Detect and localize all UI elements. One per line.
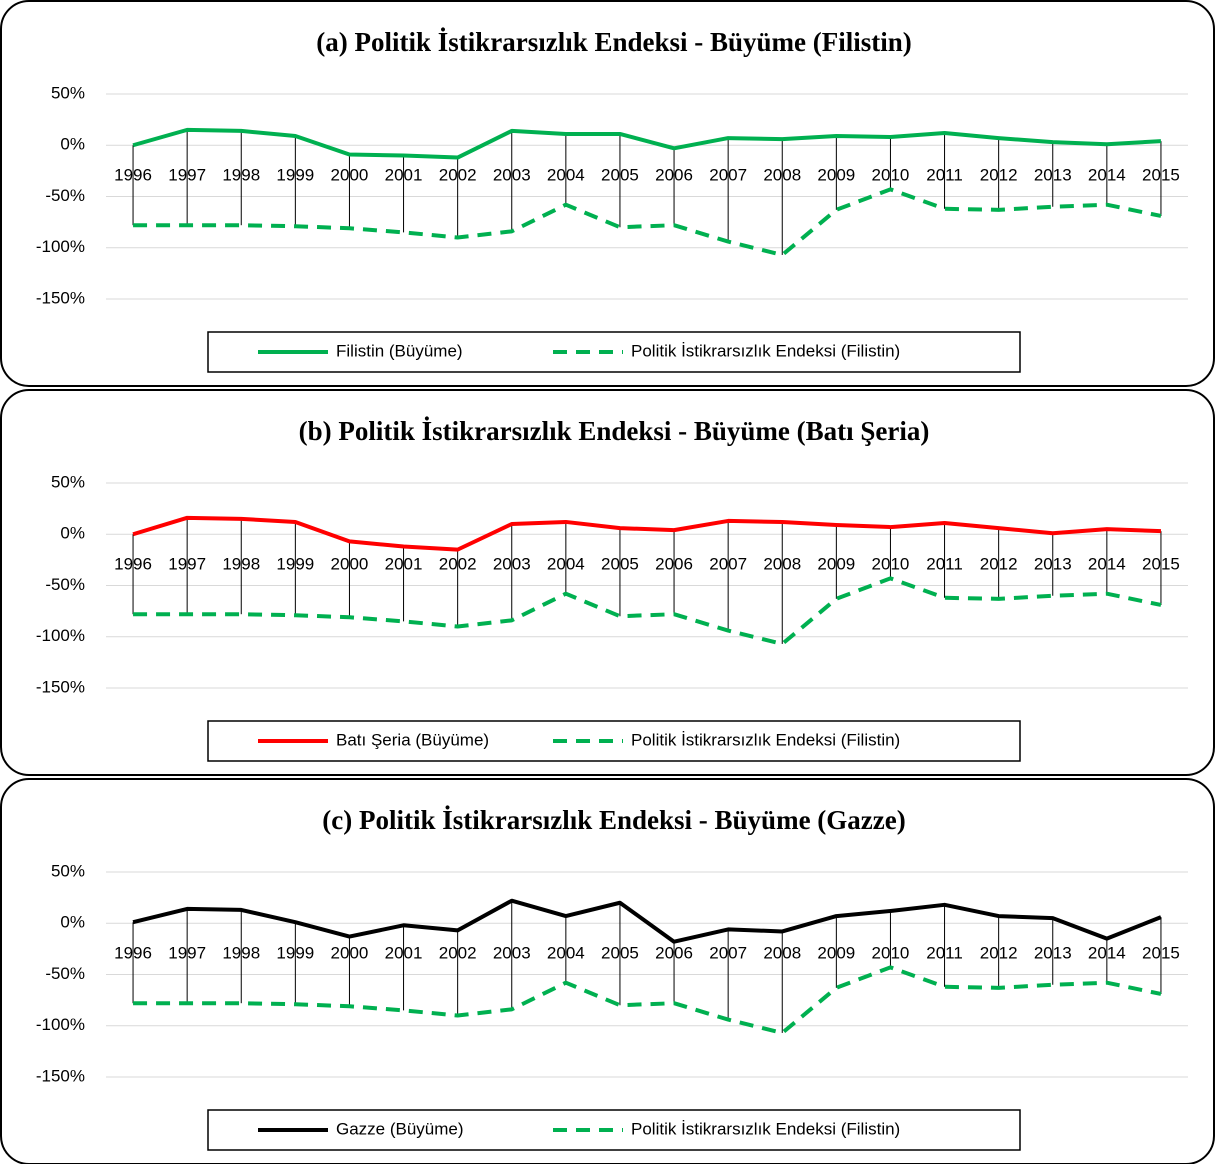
x-tick-label: 2003: [493, 944, 531, 963]
legend-label: Batı Şeria (Büyüme): [336, 730, 489, 749]
x-tick-label: 2005: [601, 944, 639, 963]
x-tick-label: 2004: [547, 555, 585, 574]
y-tick-label: -100%: [36, 237, 85, 256]
y-tick-label: -150%: [36, 1066, 85, 1085]
x-tick-label: 1998: [222, 166, 260, 185]
x-tick-label: 2011: [926, 555, 963, 574]
series-line: [133, 576, 1162, 646]
x-tick-label: 2014: [1088, 166, 1126, 185]
x-tick-label: 2007: [709, 555, 747, 574]
chart-title: (c) Politik İstikrarsızlık Endeksi - Büy…: [322, 805, 905, 835]
x-tick-label: 2002: [439, 555, 477, 574]
legend-box: [207, 720, 1021, 762]
x-tick-label: 2008: [763, 166, 801, 185]
x-tick-label: 1997: [168, 944, 206, 963]
x-tick-label: 1999: [276, 944, 314, 963]
y-tick-label: 0%: [60, 913, 85, 932]
panel: [0, 389, 1215, 776]
y-tick-label: 50%: [51, 83, 85, 102]
x-tick-label: 1996: [114, 555, 152, 574]
x-tick-label: 1999: [276, 555, 314, 574]
x-tick-label: 2012: [980, 555, 1018, 574]
x-tick-label: 2001: [385, 944, 423, 963]
series-line: [133, 965, 1162, 1035]
panel: [0, 0, 1215, 387]
y-tick-label: -100%: [36, 626, 85, 645]
x-tick-label: 1997: [168, 555, 206, 574]
series-line: [132, 898, 1162, 944]
x-tick-label: 2001: [385, 166, 423, 185]
y-tick-label: -150%: [36, 288, 85, 307]
chart-title: (a) Politik İstikrarsızlık Endeksi - Büy…: [316, 27, 912, 57]
x-tick-label: 2000: [331, 944, 369, 963]
x-tick-label: 1999: [276, 166, 314, 185]
x-tick-label: 2001: [385, 555, 423, 574]
x-tick-label: 1998: [222, 555, 260, 574]
legend-label: Gazze (Büyüme): [336, 1119, 464, 1138]
legend-label: Politik İstikrarsızlık Endeksi (Filistin…: [631, 730, 900, 749]
x-tick-label: 2013: [1034, 555, 1072, 574]
y-tick-label: -100%: [36, 1015, 85, 1034]
x-tick-label: 2005: [601, 555, 639, 574]
x-tick-label: 2009: [817, 166, 855, 185]
legend-box: [207, 1109, 1021, 1151]
x-tick-label: 2013: [1034, 166, 1072, 185]
panel: [0, 778, 1215, 1164]
y-tick-label: 0%: [60, 135, 85, 154]
y-tick-label: -150%: [36, 677, 85, 696]
x-tick-label: 2007: [709, 166, 747, 185]
x-tick-label: 2010: [872, 555, 910, 574]
x-tick-label: 2013: [1034, 944, 1072, 963]
x-tick-label: 2004: [547, 166, 585, 185]
y-tick-label: -50%: [45, 964, 85, 983]
legend-label: Politik İstikrarsızlık Endeksi (Filistin…: [631, 341, 900, 360]
x-tick-label: 2009: [817, 555, 855, 574]
x-tick-label: 2006: [655, 166, 693, 185]
x-tick-label: 2011: [926, 166, 963, 185]
series-line: [133, 187, 1162, 257]
y-tick-label: 50%: [51, 861, 85, 880]
x-tick-label: 2010: [872, 944, 910, 963]
y-tick-label: 0%: [60, 524, 85, 543]
x-tick-label: 2012: [980, 166, 1018, 185]
x-tick-label: 1996: [114, 166, 152, 185]
x-tick-label: 2011: [926, 944, 963, 963]
series-line: [132, 127, 1162, 160]
x-tick-label: 2015: [1142, 944, 1180, 963]
series-line: [132, 515, 1162, 552]
legend-box: [207, 331, 1021, 373]
y-tick-label: -50%: [45, 186, 85, 205]
x-tick-label: 1997: [168, 166, 206, 185]
x-tick-label: 2015: [1142, 555, 1180, 574]
x-tick-label: 2006: [655, 944, 693, 963]
x-tick-label: 2002: [439, 944, 477, 963]
x-tick-label: 1996: [114, 944, 152, 963]
legend-label: Politik İstikrarsızlık Endeksi (Filistin…: [631, 1119, 900, 1138]
x-tick-label: 2014: [1088, 944, 1126, 963]
x-tick-label: 2006: [655, 555, 693, 574]
x-tick-label: 2007: [709, 944, 747, 963]
x-tick-label: 2015: [1142, 166, 1180, 185]
x-tick-label: 2008: [763, 944, 801, 963]
chart-title: (b) Politik İstikrarsızlık Endeksi - Büy…: [299, 416, 930, 446]
x-tick-label: 2008: [763, 555, 801, 574]
y-tick-label: 50%: [51, 472, 85, 491]
x-tick-label: 2002: [439, 166, 477, 185]
x-tick-label: 2003: [493, 166, 531, 185]
x-tick-label: 2012: [980, 944, 1018, 963]
x-tick-label: 2010: [872, 166, 910, 185]
x-tick-label: 2005: [601, 166, 639, 185]
x-tick-label: 1998: [222, 944, 260, 963]
x-tick-label: 2003: [493, 555, 531, 574]
x-tick-label: 2009: [817, 944, 855, 963]
x-tick-label: 2014: [1088, 555, 1126, 574]
legend-label: Filistin (Büyüme): [336, 341, 463, 360]
x-tick-label: 2000: [331, 166, 369, 185]
x-tick-label: 2004: [547, 944, 585, 963]
x-tick-label: 2000: [331, 555, 369, 574]
y-tick-label: -50%: [45, 575, 85, 594]
